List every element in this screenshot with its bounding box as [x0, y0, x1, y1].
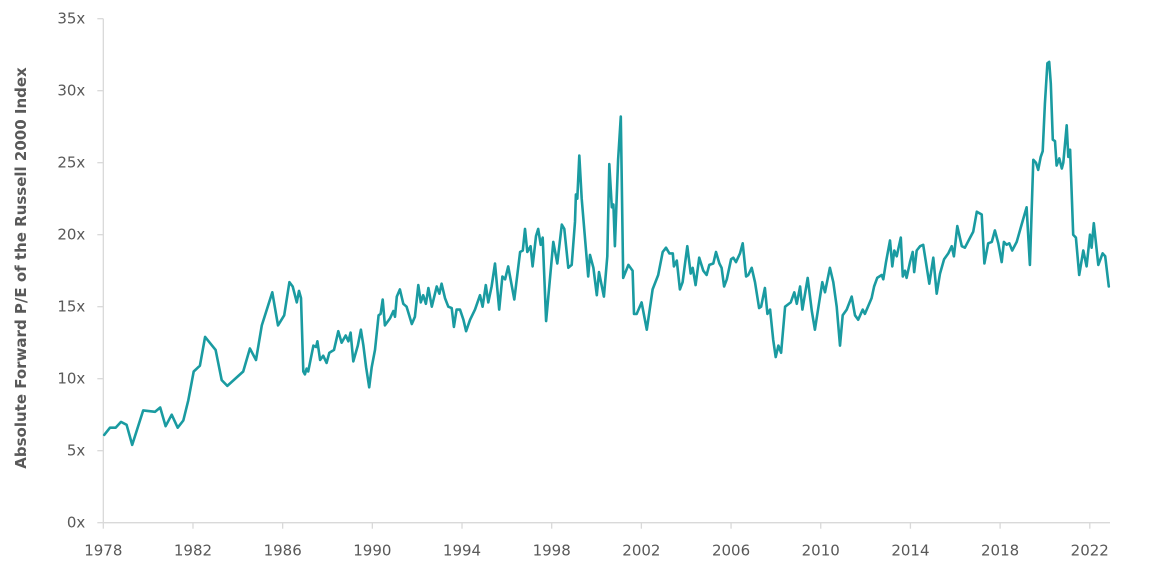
data-series — [102, 60, 1111, 447]
y-tick-label: 30x — [57, 82, 85, 100]
series-line — [102, 60, 1111, 447]
x-tick-label: 2014 — [891, 542, 929, 560]
x-axis: 1978 1982 1986 1990 1994 1998 2002 2006 2010 2014… — [84, 522, 1110, 560]
y-tick-label: 15x — [57, 298, 85, 316]
x-tick-label: 2002 — [622, 542, 660, 560]
y-tick-label: 5x — [67, 442, 86, 460]
x-tick-label: 2018 — [981, 542, 1019, 560]
x-tick-label: 1990 — [353, 542, 391, 560]
y-tick-label: 0x — [67, 514, 86, 532]
x-tick-label: 2006 — [712, 542, 750, 560]
y-tick-label: 35x — [57, 10, 85, 28]
x-tick-label: 2022 — [1071, 542, 1109, 560]
x-tick-label: 1982 — [174, 542, 212, 560]
x-tick-label: 1998 — [533, 542, 571, 560]
y-tick-label: 20x — [57, 226, 85, 244]
x-tick-label: 1994 — [443, 542, 481, 560]
x-tick-label: 1986 — [264, 542, 302, 560]
y-axis-title: Absolute Forward P/E of the Russell 2000… — [12, 67, 30, 469]
y-axis: 0x 5x 10x 15x 20x 25x 30x 35x — [57, 10, 104, 532]
x-tick-label: 1978 — [84, 542, 122, 560]
y-tick-label: 10x — [57, 370, 85, 388]
x-tick-label: 2010 — [802, 542, 840, 560]
y-tick-label: 25x — [57, 154, 85, 172]
